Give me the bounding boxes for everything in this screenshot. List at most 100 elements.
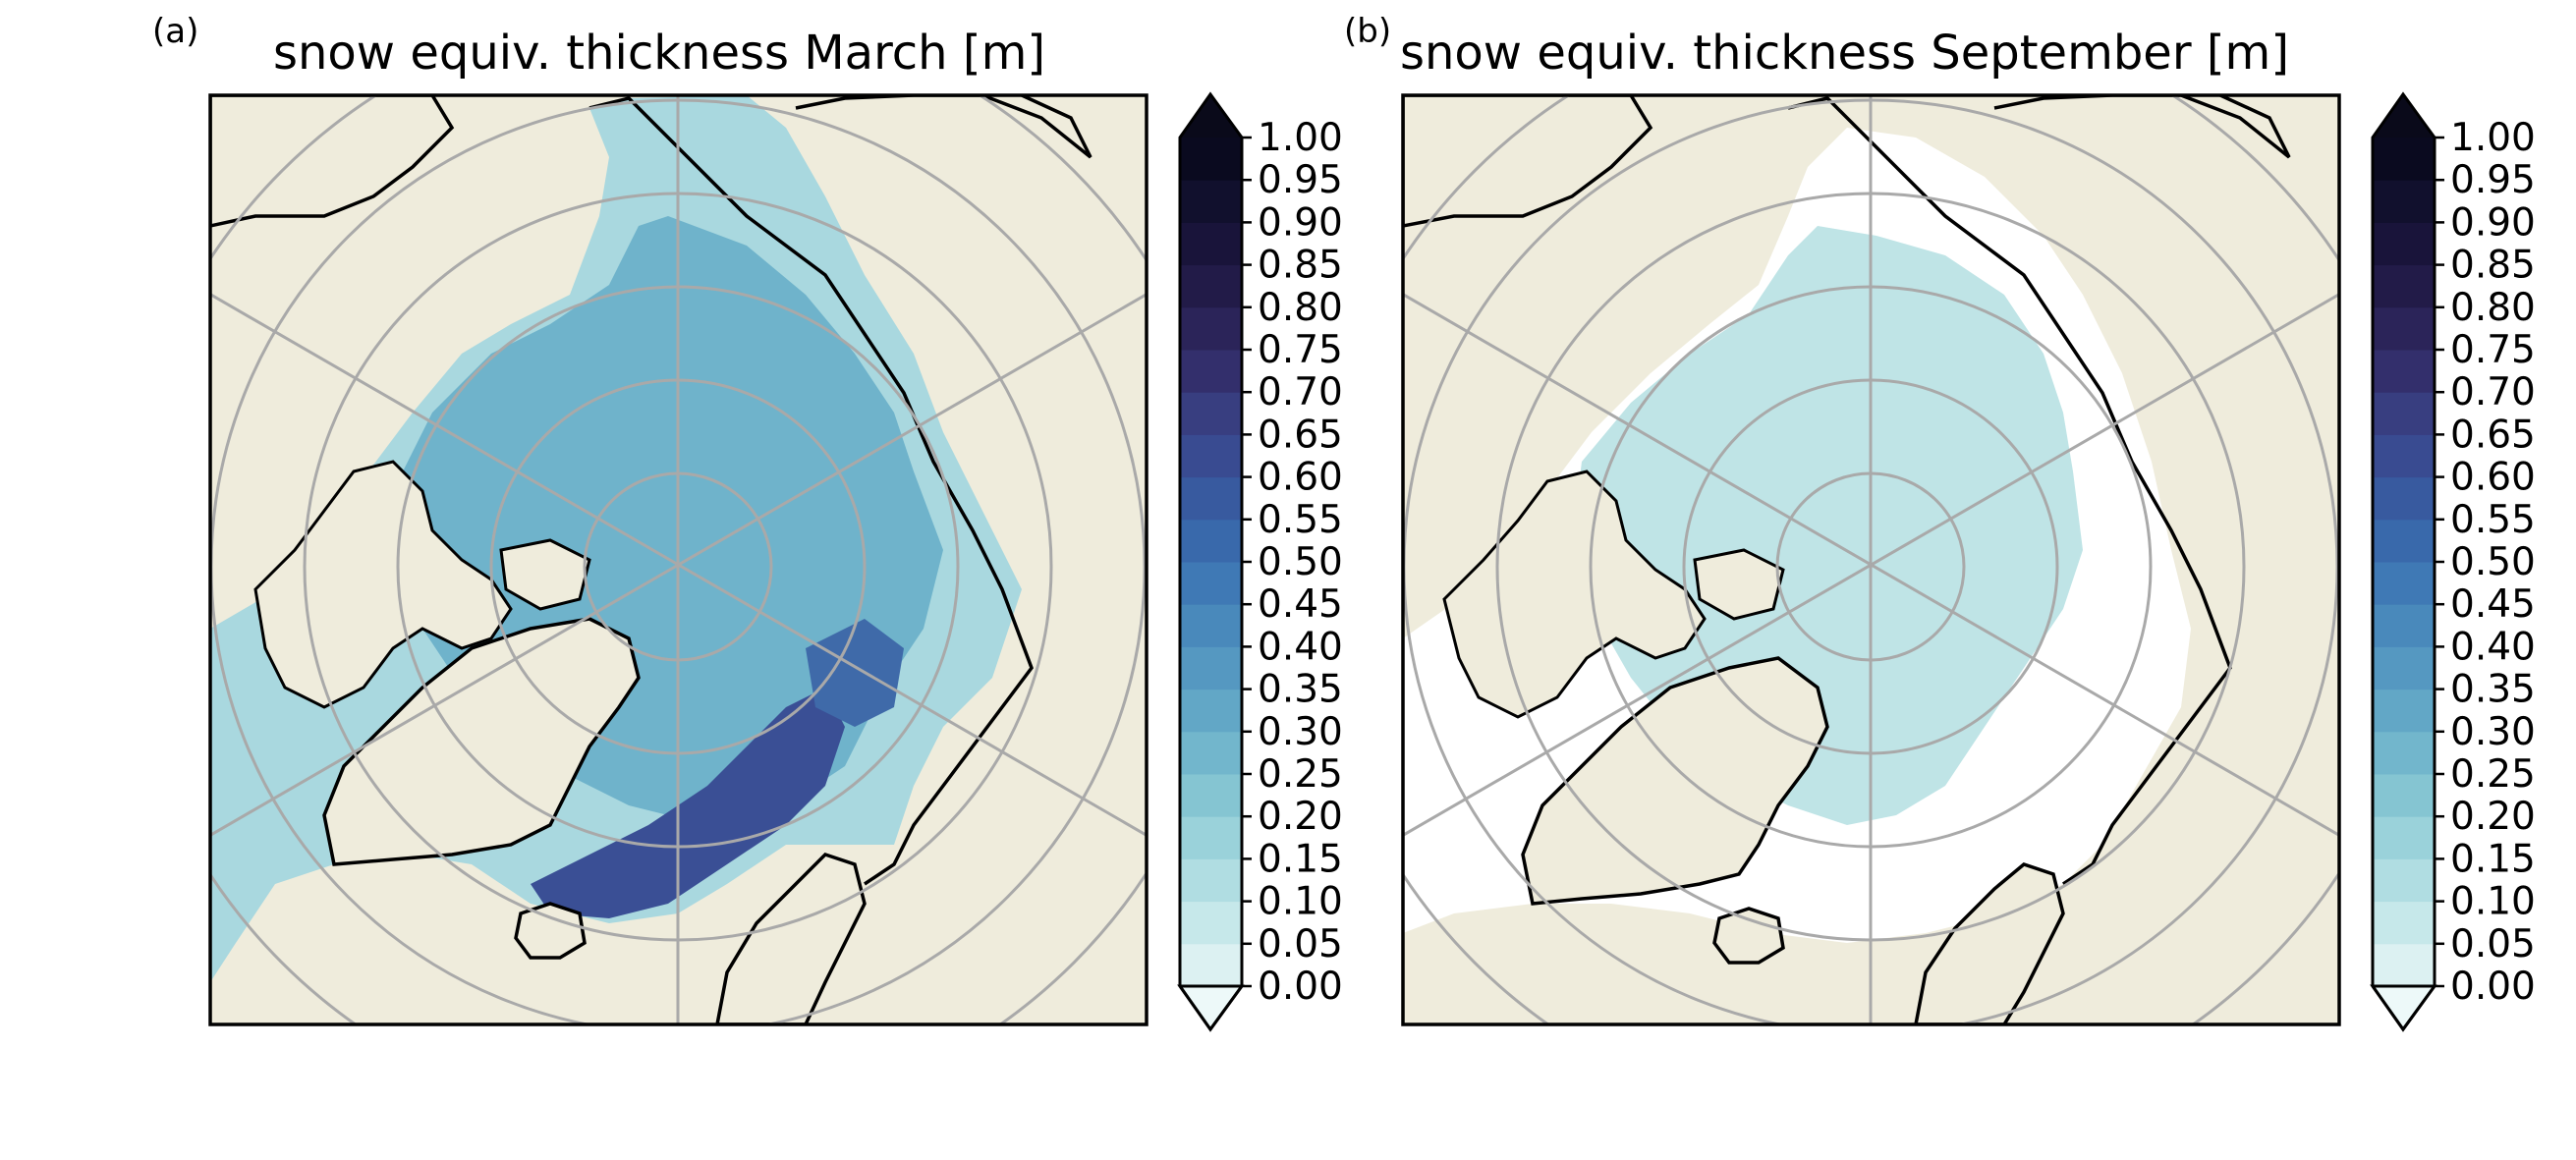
meridian — [1403, 292, 2339, 838]
colorbar-level — [1180, 138, 1242, 181]
colorbar-tick-label: 0.80 — [1258, 286, 1343, 330]
colorbar-ticks: 1.000.950.900.850.800.750.700.650.600.55… — [2435, 116, 2536, 1009]
snow-field-dark-2 — [806, 619, 904, 727]
colorbar-tick-label: 0.90 — [1258, 200, 1343, 245]
colorbar-tick-label: 0.05 — [1258, 922, 1343, 967]
colorbar-level — [2373, 519, 2435, 563]
colorbar-tick-label: 0.45 — [1258, 582, 1343, 627]
canadian-island — [499, 538, 591, 611]
colorbar-level — [2373, 604, 2435, 647]
colorbar-level — [2373, 774, 2435, 817]
meridian — [210, 292, 1147, 838]
panel-a-letter: (a) — [152, 12, 199, 51]
colorbar-level — [1180, 350, 1242, 393]
colorbar-level — [2373, 562, 2435, 605]
colorbar-level — [2373, 222, 2435, 266]
colorbar-level — [2373, 816, 2435, 859]
colorbar-tick-label: 0.85 — [1258, 244, 1343, 288]
colorbar-tick-label: 0.85 — [2450, 244, 2536, 288]
colorbar-tick-label: 0.10 — [2450, 880, 2536, 924]
colorbar-level — [1180, 689, 1242, 733]
colorbar-level — [2373, 943, 2435, 987]
colorbar-tick-label: 0.05 — [2450, 922, 2536, 967]
colorbar-tick-label: 0.75 — [2450, 328, 2536, 372]
colorbar-tick-label: 0.70 — [1258, 370, 1343, 414]
colorbar-tick-label: 0.95 — [2450, 158, 2536, 202]
colorbar-tick-label: 0.55 — [2450, 498, 2536, 542]
colorbar-extend-min — [2370, 984, 2437, 1032]
colorbar-level — [1180, 858, 1242, 903]
colorbar-march: 1.000.950.900.850.800.750.700.650.600.55… — [1177, 91, 1343, 1032]
colorbar-tick-label: 0.20 — [2450, 795, 2536, 839]
map-panel-september — [1403, 95, 2339, 1024]
colorbar-levels — [2373, 138, 2435, 987]
colorbar-ticks: 1.000.950.900.850.800.750.700.650.600.55… — [1242, 116, 1343, 1009]
colorbar-level — [1180, 392, 1242, 435]
colorbar-level — [2373, 646, 2435, 690]
colorbar-level — [2373, 434, 2435, 478]
map-panel-march — [210, 95, 1147, 1024]
canadian-archipelago — [253, 460, 513, 709]
snow-field-dark — [531, 688, 845, 918]
colorbar-extend-max — [2373, 94, 2435, 138]
colorbar-level — [2373, 138, 2435, 181]
colorbar-level — [1180, 816, 1242, 859]
colorbar-tick-label: 0.65 — [2450, 413, 2536, 457]
colorbar-september: 1.000.950.900.850.800.750.700.650.600.55… — [2370, 91, 2536, 1032]
colorbar-tick-label: 0.35 — [2450, 668, 2536, 712]
panel-a-title: snow equiv. thickness March [m] — [273, 26, 1046, 81]
colorbar-tick-label: 0.35 — [1258, 668, 1343, 712]
colorbar-level — [1180, 943, 1242, 987]
colorbar-levels — [1180, 138, 1242, 987]
colorbar-tick-label: 0.50 — [1258, 540, 1343, 584]
colorbar-level — [2373, 689, 2435, 733]
colorbar-level — [1180, 306, 1242, 351]
map-frame-march — [208, 93, 1148, 1026]
colorbar-level — [2373, 731, 2435, 775]
colorbar-tick-label: 0.25 — [2450, 752, 2536, 797]
colorbar-tick-label: 0.40 — [2450, 625, 2536, 669]
colorbar-tick-label: 0.80 — [2450, 286, 2536, 330]
colorbar-level — [1180, 476, 1242, 521]
snow-field-light — [1572, 226, 2083, 825]
colorbar-level — [2373, 901, 2435, 945]
north-america-landmass — [1403, 95, 1653, 228]
colorbar-tick-label: 0.60 — [1258, 456, 1343, 500]
colorbar-tick-label: 0.10 — [1258, 880, 1343, 924]
colorbar-level — [2373, 392, 2435, 435]
colorbar-tick-label: 0.30 — [1258, 710, 1343, 754]
colorbar-tick-label: 0.15 — [1258, 837, 1343, 881]
colorbar-level — [1180, 731, 1242, 775]
colorbar-level — [1180, 646, 1242, 690]
greenland-landmass — [1521, 656, 1829, 906]
asia-north-coast — [1993, 95, 2291, 159]
graticule — [1403, 95, 2339, 1024]
iceland-landmass — [514, 902, 587, 960]
colorbar-level — [1180, 222, 1242, 266]
colorbar-extend-max — [1180, 94, 1242, 138]
colorbar-tick-label: 0.55 — [1258, 498, 1343, 542]
colorbar-extend-min — [1177, 984, 1245, 1032]
colorbar-tick-label: 0.20 — [1258, 795, 1343, 839]
colorbar-tick-label: 0.00 — [1258, 965, 1343, 1009]
colorbar-level — [1180, 562, 1242, 605]
colorbar-level — [1180, 519, 1242, 563]
scandinavia-landmass — [715, 852, 867, 1024]
panel-b-letter: (b) — [1344, 12, 1392, 51]
colorbar-level — [1180, 604, 1242, 647]
colorbar-tick-label: 0.75 — [1258, 328, 1343, 372]
colorbar-tick-label: 0.30 — [2450, 710, 2536, 754]
colorbar-level — [1180, 434, 1242, 478]
colorbar-tick-label: 0.40 — [1258, 625, 1343, 669]
colorbar-tick-label: 0.60 — [2450, 456, 2536, 500]
colorbar-tick-label: 0.65 — [1258, 413, 1343, 457]
colorbar-level — [2373, 306, 2435, 351]
greenland-landmass — [322, 617, 641, 866]
colorbar-level — [2373, 858, 2435, 903]
colorbar-level — [1180, 774, 1242, 817]
colorbar-tick-label: 0.95 — [1258, 158, 1343, 202]
colorbar-tick-label: 1.00 — [2450, 116, 2536, 160]
colorbar-tick-label: 1.00 — [1258, 116, 1343, 160]
colorbar-tick-label: 0.00 — [2450, 965, 2536, 1009]
